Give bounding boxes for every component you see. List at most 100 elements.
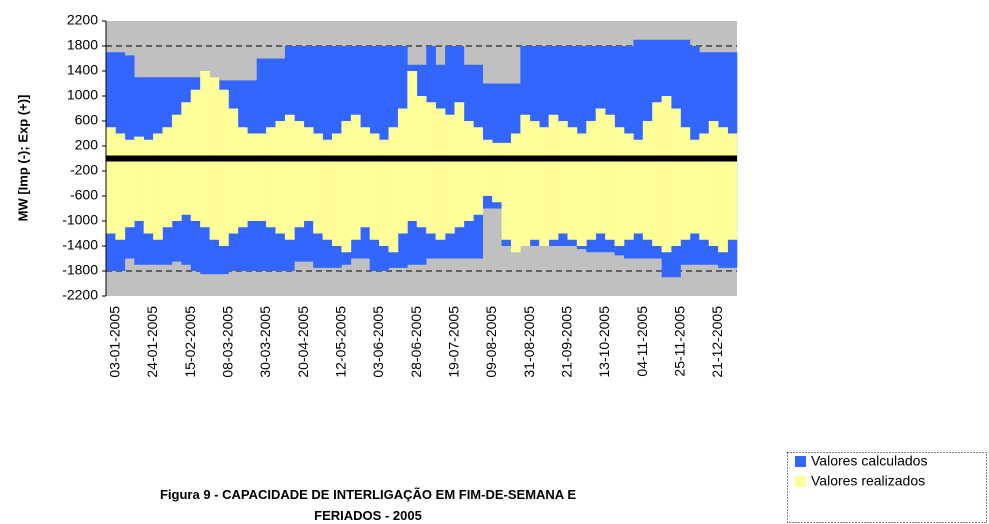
bar: [492, 83, 502, 159]
y-tick-label: 200: [75, 137, 99, 153]
bar: [369, 46, 380, 159]
bar: [595, 158, 606, 234]
bar: [586, 158, 597, 240]
bar: [134, 77, 144, 159]
bar: [209, 158, 220, 240]
bar: [106, 52, 116, 159]
bar: [266, 58, 276, 159]
bar: [529, 46, 540, 159]
bar: [153, 77, 163, 159]
x-tick-label: 21-12-2005: [709, 306, 725, 378]
bar: [605, 158, 615, 240]
x-tick-label: 03-01-2005: [106, 306, 122, 378]
bar: [548, 46, 559, 159]
bar: [313, 158, 323, 234]
x-tick-label: 20-04-2005: [295, 306, 311, 378]
x-tick-label: 28-06-2005: [408, 306, 424, 378]
bar: [294, 158, 305, 228]
bar: [605, 114, 615, 159]
bar: [266, 127, 276, 159]
bar: [115, 52, 126, 159]
bar: [247, 158, 257, 221]
bar: [595, 108, 606, 159]
legend-box: [787, 452, 987, 523]
bar: [379, 139, 389, 159]
bar: [727, 158, 738, 240]
bar: [284, 158, 295, 240]
bar: [548, 158, 559, 240]
bar: [680, 39, 691, 159]
bar: [558, 158, 568, 234]
bar: [275, 158, 286, 234]
x-tick-label: 19-07-2005: [445, 306, 461, 378]
bar: [642, 39, 653, 159]
bar: [247, 80, 257, 159]
bar: [520, 158, 531, 246]
bar: [586, 121, 597, 159]
bar: [369, 158, 380, 240]
bar: [284, 114, 295, 159]
bar: [153, 158, 163, 240]
bar: [379, 46, 389, 159]
bar: [435, 158, 446, 240]
bar: [134, 158, 144, 221]
bar: [699, 52, 710, 159]
bar: [708, 121, 719, 159]
bar: [303, 158, 314, 221]
chart-title: FERIADOS - 2005: [314, 508, 422, 523]
bar: [510, 158, 521, 253]
bar: [652, 39, 662, 159]
bar: [567, 127, 578, 159]
bar: [322, 139, 333, 159]
bar: [426, 158, 436, 234]
bar: [332, 46, 342, 159]
bar: [266, 158, 276, 228]
bar: [162, 127, 173, 159]
bar: [181, 158, 192, 215]
bar: [454, 102, 465, 159]
bar: [426, 102, 436, 159]
bar: [548, 114, 559, 159]
bar: [435, 108, 446, 159]
bar: [350, 114, 361, 159]
bar: [162, 77, 173, 159]
bar: [397, 108, 408, 159]
bar: [209, 77, 220, 159]
bar: [275, 121, 286, 159]
bar: [322, 46, 333, 159]
x-tick-label: 09-08-2005: [483, 306, 499, 378]
bar: [181, 102, 192, 159]
bar: [153, 133, 163, 159]
bar: [501, 158, 512, 240]
bar: [397, 158, 408, 234]
bar: [633, 158, 644, 234]
bar: [539, 46, 549, 159]
y-tick-label: 600: [75, 112, 99, 128]
bar: [294, 121, 305, 159]
legend-swatch: [795, 476, 806, 487]
bar: [284, 46, 295, 159]
bar: [520, 114, 531, 159]
bar: [623, 158, 634, 240]
bar: [407, 158, 418, 221]
bar: [595, 46, 606, 159]
bar: [303, 46, 314, 159]
bar: [576, 46, 587, 159]
y-tick-label: -200: [70, 162, 98, 178]
bar: [360, 158, 371, 228]
bar: [445, 46, 455, 159]
x-tick-label: 25-11-2005: [671, 306, 687, 377]
bar: [680, 158, 691, 240]
bar: [699, 158, 710, 240]
bar: [275, 58, 286, 159]
bar: [106, 158, 116, 234]
bar: [633, 39, 644, 159]
legend-label: Valores calculados: [811, 453, 927, 469]
bar: [124, 55, 135, 159]
bar: [558, 121, 568, 159]
bar: [529, 158, 540, 240]
y-tick-label: 1000: [67, 87, 98, 103]
bar: [718, 158, 728, 253]
bar: [171, 158, 182, 221]
